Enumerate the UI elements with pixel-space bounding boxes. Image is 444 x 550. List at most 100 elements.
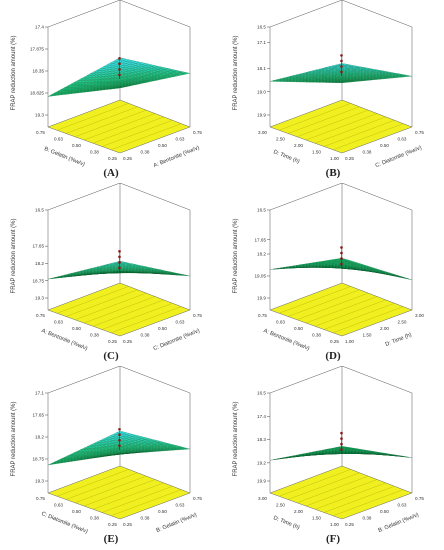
right-factor-tick: 0.38 [141, 516, 150, 521]
left-factor-tick: 1.50 [312, 150, 321, 155]
panel-e: 17.1 17.65 18.2 18.75 19.3 FRAP reduction amo… [0, 366, 222, 549]
floor-contour-line [278, 286, 351, 314]
floor-contour-line [332, 489, 404, 516]
left-factor-tick: 0.75 [36, 313, 45, 318]
design-point [340, 54, 343, 57]
z-tick-label: 18.2 [35, 435, 44, 440]
surface-mesh [269, 63, 413, 83]
floor-contour-line [101, 303, 173, 330]
right-factor-tick: 2.50 [398, 320, 407, 325]
left-factor-tick: 0.63 [54, 320, 63, 325]
z-tick-label: 17.4 [257, 414, 266, 419]
z-tick-label: 18.1 [257, 66, 266, 71]
panel-a: 17.4 17.875 18.35 18.825 19.3 FRAP reduction … [0, 0, 222, 183]
left-factor-tick: 1.00 [330, 156, 339, 161]
left-factor-tick: 0.25 [108, 339, 117, 344]
design-point [118, 57, 121, 60]
right-factor-tick: 0.38 [363, 516, 372, 521]
left-factor-tick: 0.50 [294, 326, 303, 331]
z-axis-label: FRAP reduction amount (%) [11, 36, 17, 111]
left-factor-tick: 1.50 [312, 516, 321, 521]
right-factor-tick: 0.25 [123, 522, 132, 527]
floor-contour-line [74, 292, 147, 320]
floor-contour-line [332, 306, 404, 333]
panel-caption-b: (B) [325, 167, 341, 179]
floor-plane [269, 282, 413, 337]
left-factor-tick: 2.50 [276, 503, 285, 508]
floor-contour-line [83, 479, 156, 507]
right-factor-tick: 0.75 [415, 130, 424, 135]
right-factor-label: A: Bentonite (%w/v) [153, 145, 201, 169]
surface-cell [183, 275, 191, 277]
z-tick-label: 18.3 [257, 437, 266, 442]
left-factor-label: D: Time (h) [272, 515, 300, 531]
surface-mesh [269, 258, 413, 280]
z-axis-label: FRAP reduction amount (%) [233, 402, 239, 477]
right-factor-tick: 0.38 [363, 150, 372, 155]
surface-plot-b: 16.5 17.1 18.1 19.0 19.9 FRAP reduction amoun… [233, 0, 424, 169]
left-factor-tick: 0.25 [108, 522, 117, 527]
panel-caption-e: (E) [103, 533, 119, 545]
panel-caption-f: (F) [325, 533, 341, 545]
top-right-edge [341, 0, 413, 28]
floor-contour-line [314, 299, 386, 327]
floor-plane [47, 465, 191, 520]
floor-plane [47, 99, 191, 154]
right-factor-tick: 0.63 [176, 137, 185, 142]
floor-contour-line [92, 299, 164, 327]
left-factor-tick: 0.63 [54, 137, 63, 142]
left-factor-label: C: Diatomite (%w/v) [40, 511, 88, 535]
left-factor-tick: 0.38 [90, 516, 99, 521]
surface-cell [405, 456, 413, 458]
top-right-edge [119, 0, 191, 28]
z-axis-label: FRAP reduction amount (%) [11, 219, 17, 294]
right-factor-tick: 0.63 [398, 503, 407, 508]
right-factor-tick: 0.75 [415, 496, 424, 501]
floor-contour-line [323, 303, 395, 330]
panel-c: 16.5 17.65 18.2 18.75 19.3 FRAP reduction amo… [0, 183, 222, 366]
right-factor-tick: 0.50 [158, 143, 167, 148]
surface-plot-e: 17.1 17.65 18.2 18.75 19.3 FRAP reduction amo… [11, 366, 202, 535]
floor-contour-line [83, 113, 156, 141]
floor-contour-line [314, 482, 386, 510]
z-tick-label: 18.2 [257, 252, 266, 257]
floor-contour-line [74, 109, 147, 137]
z-tick-label: 17.875 [30, 47, 44, 52]
z-tick-label: 19.9 [257, 296, 266, 301]
surface-cell [405, 75, 413, 77]
floor-contour-line [83, 296, 156, 324]
panel-b: 16.5 17.1 18.1 19.0 19.9 FRAP reduction amoun… [222, 0, 444, 183]
surface-plot-f: 16.5 17.4 18.3 19.2 19.9 FRAP reduction amoun… [233, 366, 424, 534]
right-factor-tick: 0.25 [345, 522, 354, 527]
design-point [340, 431, 343, 435]
floor-contour-line [278, 103, 351, 131]
floor-contour-line [305, 113, 378, 141]
right-factor-tick: 0.25 [345, 156, 354, 161]
floor-plane [47, 282, 191, 337]
top-left-edge [269, 366, 343, 394]
surface-plot-d: 16.5 17.65 18.2 19.05 19.9 FRAP reduction amo… [233, 183, 424, 352]
design-point [340, 246, 343, 249]
z-tick-label: 19.9 [257, 113, 266, 118]
left-factor-tick: 0.63 [54, 503, 63, 508]
right-factor-label: C: Diatomite (%w/v) [375, 145, 423, 169]
right-factor-tick: 0.25 [123, 156, 132, 161]
top-left-edge [47, 0, 121, 28]
left-factor-tick: 0.50 [72, 509, 81, 514]
left-factor-tick: 3.00 [258, 496, 267, 501]
left-factor-tick: 1.00 [330, 522, 339, 527]
left-factor-label: A: Bentonite (%w/v) [262, 328, 310, 352]
floor-contour-line [278, 469, 351, 497]
surface-cell [183, 448, 191, 450]
floor-contour-line [332, 123, 404, 150]
right-factor-tick: 0.63 [398, 137, 407, 142]
left-factor-label: B: Gelatin (%w/v) [43, 146, 85, 168]
floor-contour-line [287, 289, 360, 317]
surface-plot-a: 17.4 17.875 18.35 18.825 19.3 FRAP reduction … [11, 0, 202, 169]
design-point [118, 250, 121, 253]
z-tick-label: 19.9 [257, 479, 266, 484]
surface-plot-c: 16.5 17.65 18.2 18.75 19.3 FRAP reduction amo… [11, 183, 202, 352]
z-tick-label: 18.75 [33, 278, 45, 283]
right-factor-tick: 0.75 [193, 313, 202, 318]
right-factor-label: C: Diatomite (%w/v) [153, 328, 201, 352]
